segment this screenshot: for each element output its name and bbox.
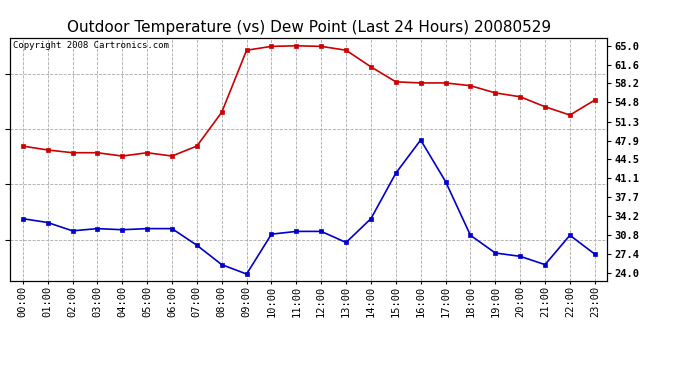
Title: Outdoor Temperature (vs) Dew Point (Last 24 Hours) 20080529: Outdoor Temperature (vs) Dew Point (Last…: [67, 20, 551, 35]
Text: Copyright 2008 Cartronics.com: Copyright 2008 Cartronics.com: [13, 41, 169, 50]
